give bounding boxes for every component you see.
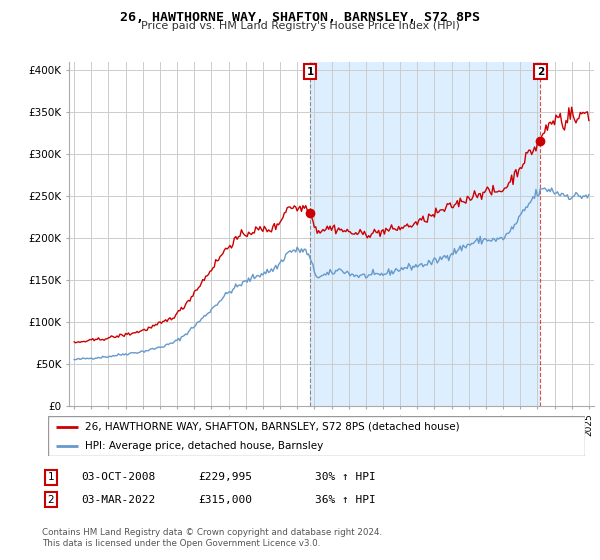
Text: 1: 1 xyxy=(47,472,55,482)
Text: 1: 1 xyxy=(307,67,314,77)
Text: 2: 2 xyxy=(47,494,55,505)
Text: £229,995: £229,995 xyxy=(198,472,252,482)
Text: HPI: Average price, detached house, Barnsley: HPI: Average price, detached house, Barn… xyxy=(85,441,323,451)
Text: 2: 2 xyxy=(536,67,544,77)
Text: 26, HAWTHORNE WAY, SHAFTON, BARNSLEY, S72 8PS: 26, HAWTHORNE WAY, SHAFTON, BARNSLEY, S7… xyxy=(120,11,480,24)
Text: Contains HM Land Registry data © Crown copyright and database right 2024.
This d: Contains HM Land Registry data © Crown c… xyxy=(42,528,382,548)
Bar xyxy=(310,62,540,406)
Text: 36% ↑ HPI: 36% ↑ HPI xyxy=(315,494,376,505)
Text: 30% ↑ HPI: 30% ↑ HPI xyxy=(315,472,376,482)
FancyBboxPatch shape xyxy=(48,416,585,456)
Text: Price paid vs. HM Land Registry's House Price Index (HPI): Price paid vs. HM Land Registry's House … xyxy=(140,21,460,31)
Text: 03-MAR-2022: 03-MAR-2022 xyxy=(81,494,155,505)
Text: £315,000: £315,000 xyxy=(198,494,252,505)
Text: 03-OCT-2008: 03-OCT-2008 xyxy=(81,472,155,482)
Text: 26, HAWTHORNE WAY, SHAFTON, BARNSLEY, S72 8PS (detached house): 26, HAWTHORNE WAY, SHAFTON, BARNSLEY, S7… xyxy=(85,422,459,432)
